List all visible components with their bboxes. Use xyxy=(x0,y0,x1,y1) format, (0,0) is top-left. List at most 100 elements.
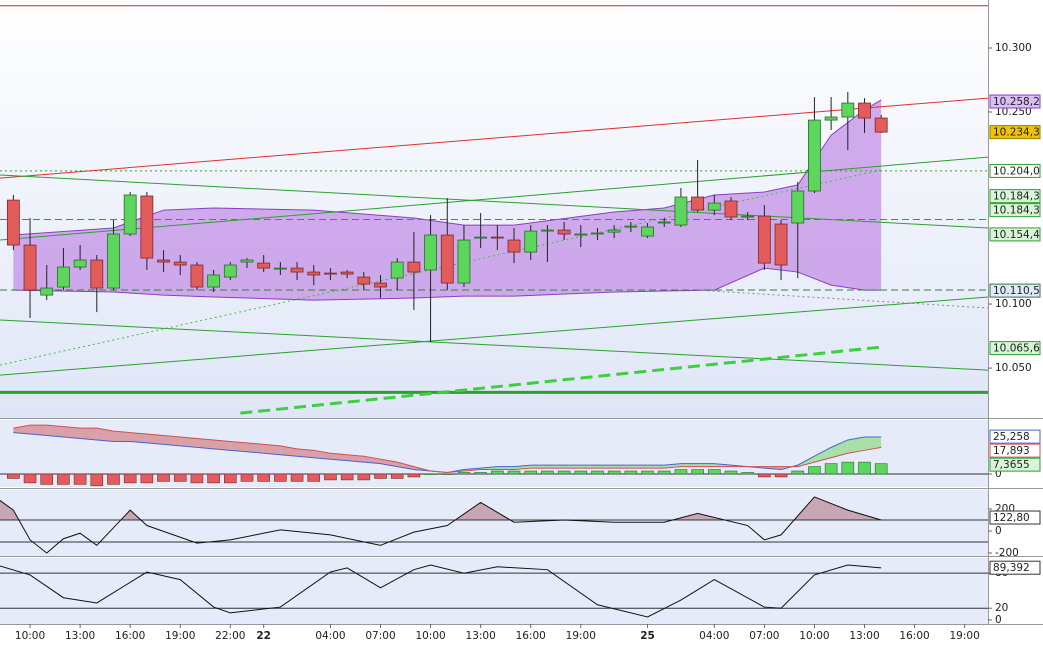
histogram-bar xyxy=(624,470,638,475)
macd-fill xyxy=(213,439,231,451)
band-fill xyxy=(13,99,882,301)
indicator-line xyxy=(0,564,882,618)
main-plot xyxy=(0,5,988,415)
macd-fill xyxy=(113,431,131,442)
macd-fill xyxy=(530,465,548,469)
trend-line xyxy=(0,97,988,179)
x-tick-label: 25 xyxy=(640,630,655,642)
price-marker xyxy=(989,125,1041,140)
candle-body xyxy=(273,267,287,270)
x-tick-label: 19:00 xyxy=(950,630,980,642)
candle-body xyxy=(574,233,588,236)
y-tick-label: 10.100 xyxy=(995,298,1032,310)
candle-body xyxy=(841,102,855,118)
histogram-bar xyxy=(607,470,621,475)
macd-fill xyxy=(347,454,364,463)
histogram-bar xyxy=(557,470,571,475)
macd-fill xyxy=(196,438,214,449)
candle-body xyxy=(40,287,54,296)
histogram-bar xyxy=(541,470,554,475)
macd-fill xyxy=(330,453,348,461)
candle-body xyxy=(90,259,104,289)
candle-body xyxy=(874,117,888,133)
histogram-bar xyxy=(424,473,437,475)
candle-body xyxy=(791,190,805,224)
histogram-bar xyxy=(40,473,54,485)
macd-fill xyxy=(247,442,264,454)
macd-fill xyxy=(497,466,515,470)
candle-body xyxy=(190,264,204,288)
candle-body xyxy=(257,262,271,269)
price-marker-label: 10.184,3 xyxy=(993,205,1040,217)
histogram-bar xyxy=(808,466,821,475)
macd-fill xyxy=(146,434,164,445)
candle-body xyxy=(123,194,137,235)
candle-body xyxy=(657,221,671,224)
price-marker xyxy=(989,227,1041,242)
y-tick-label: 10.300 xyxy=(995,42,1032,54)
x-tick-label: 16:00 xyxy=(115,630,145,642)
histogram-bar xyxy=(257,473,270,482)
histogram-bar xyxy=(691,469,704,475)
candle-body xyxy=(374,282,387,288)
histogram-bar xyxy=(240,473,254,482)
trend-line xyxy=(0,319,988,371)
x-tick-label: 16:00 xyxy=(516,630,546,642)
price-marker xyxy=(989,283,1041,298)
macd-fill xyxy=(363,456,381,464)
histogram-bar xyxy=(190,473,204,484)
trend-line xyxy=(697,289,988,309)
x-tick-label: 10:00 xyxy=(415,630,445,642)
macd-fill xyxy=(680,463,698,467)
candle-body xyxy=(774,223,788,266)
histogram-bar xyxy=(123,473,137,484)
histogram-bar xyxy=(290,473,304,482)
candle-body xyxy=(557,229,571,235)
histogram-bar xyxy=(507,470,521,475)
histogram-bar xyxy=(207,473,220,484)
x-tick-label: 07:00 xyxy=(749,630,779,642)
price-marker-label: 10.258,2 xyxy=(993,96,1040,108)
macd-fill xyxy=(397,462,414,470)
candle-body xyxy=(607,229,621,233)
candle-body xyxy=(474,236,488,239)
x-tick-label: 22 xyxy=(256,630,271,642)
macd-plot xyxy=(0,424,988,487)
price-marker-label: 25,258 xyxy=(993,431,1030,443)
candle-body xyxy=(57,266,70,288)
macd-fill xyxy=(263,444,281,455)
price-marker-label: 10.065,6 xyxy=(993,343,1040,355)
macd-fill xyxy=(380,459,398,467)
candle-body xyxy=(691,196,705,211)
price-marker-label: 10.184,3 xyxy=(993,191,1040,203)
x-tick-label: 16:00 xyxy=(899,630,929,642)
candle-body xyxy=(858,102,871,119)
candle-body xyxy=(757,215,771,264)
macd-fill xyxy=(831,439,848,458)
price-marker-label: 7,3655 xyxy=(993,459,1030,471)
candle-body xyxy=(741,215,755,218)
histogram-bar xyxy=(858,461,871,475)
candle-body xyxy=(173,261,187,266)
price-marker-label: 89,392 xyxy=(993,562,1030,574)
candle-body xyxy=(240,259,254,263)
histogram-bar xyxy=(474,472,487,475)
price-marker-label: 17,893 xyxy=(993,445,1030,457)
candle-body xyxy=(824,116,838,121)
trend-line xyxy=(0,296,988,376)
histogram-bar xyxy=(874,463,888,475)
x-tick-label: 04:00 xyxy=(315,630,345,642)
candle-body xyxy=(808,119,821,192)
price-marker xyxy=(989,510,1041,525)
histogram-bar xyxy=(657,470,671,475)
macd-fill xyxy=(614,465,631,469)
price-marker xyxy=(989,429,1041,444)
x-tick-label: 10:00 xyxy=(15,630,45,642)
band-edge xyxy=(13,267,882,301)
y-tick-label: 10.050 xyxy=(995,362,1032,374)
price-marker xyxy=(989,189,1041,204)
y-tick-label: 10.250 xyxy=(995,106,1032,118)
price-marker xyxy=(989,94,1041,109)
stoch-panel-bg xyxy=(0,558,988,624)
histogram-bar xyxy=(707,469,721,475)
